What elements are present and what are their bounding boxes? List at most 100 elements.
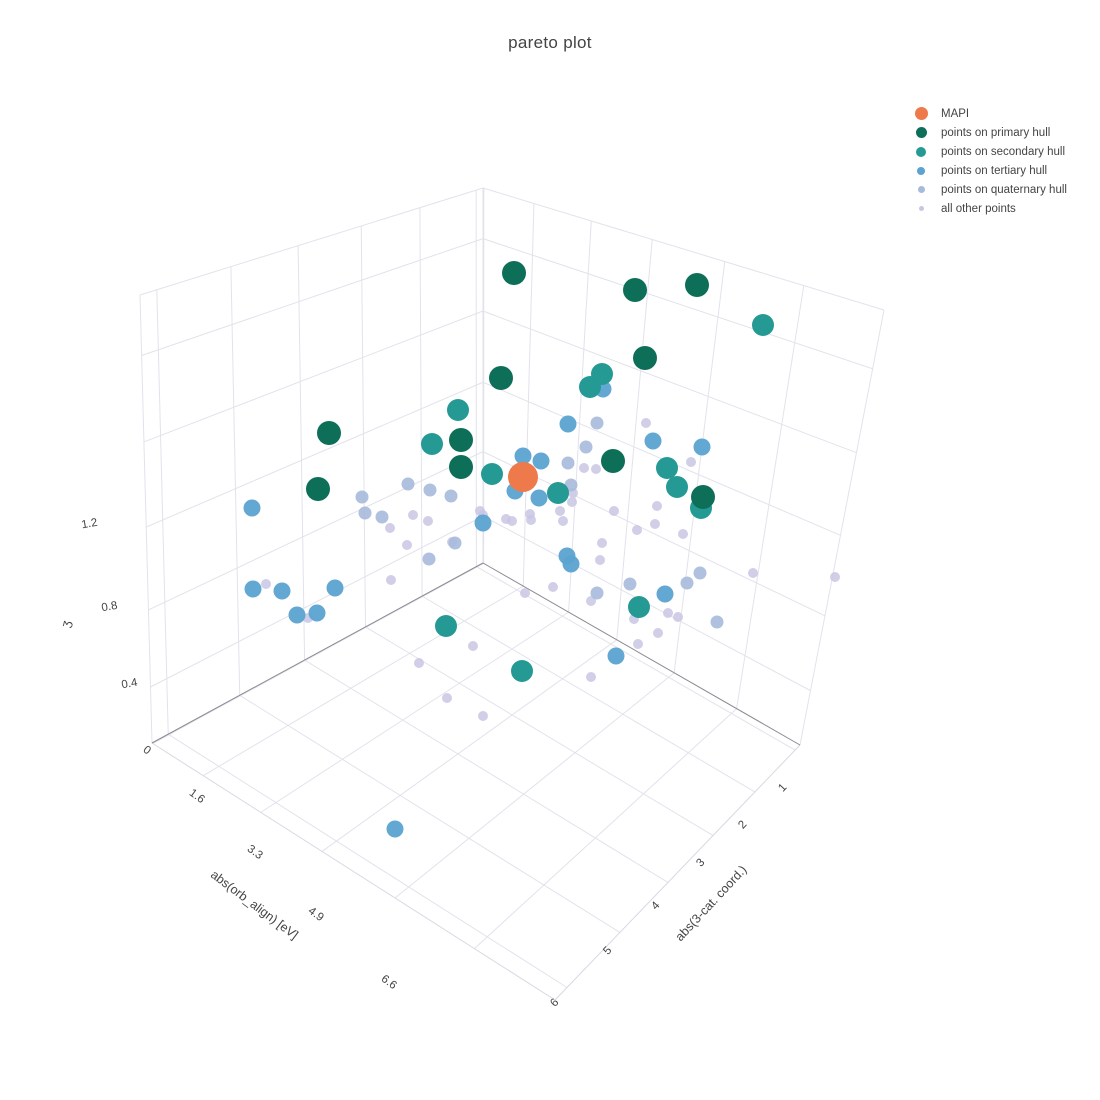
- data-point[interactable]: [601, 449, 625, 473]
- data-point[interactable]: [567, 497, 577, 507]
- legend-item-points-on-tertiary-hull[interactable]: points on tertiary hull: [908, 161, 1067, 180]
- data-point[interactable]: [653, 628, 663, 638]
- data-point[interactable]: [579, 440, 593, 454]
- data-point[interactable]: [520, 588, 530, 598]
- data-point[interactable]: [555, 506, 565, 516]
- data-point[interactable]: [514, 447, 532, 465]
- data-point[interactable]: [633, 346, 657, 370]
- data-point[interactable]: [633, 639, 643, 649]
- data-point[interactable]: [591, 464, 601, 474]
- data-point[interactable]: [548, 582, 558, 592]
- data-point[interactable]: [590, 586, 604, 600]
- data-point[interactable]: [355, 490, 369, 504]
- data-point[interactable]: [273, 582, 291, 600]
- data-point[interactable]: [508, 462, 538, 492]
- data-point[interactable]: [673, 612, 683, 622]
- data-point[interactable]: [579, 463, 589, 473]
- data-point[interactable]: [710, 615, 724, 629]
- data-point[interactable]: [385, 523, 395, 533]
- data-point[interactable]: [421, 433, 443, 455]
- data-point[interactable]: [317, 421, 341, 445]
- data-point[interactable]: [402, 540, 412, 550]
- data-point[interactable]: [559, 415, 577, 433]
- data-point[interactable]: [590, 416, 604, 430]
- data-point[interactable]: [444, 489, 458, 503]
- data-point[interactable]: [449, 428, 473, 452]
- data-point[interactable]: [686, 457, 696, 467]
- data-point[interactable]: [481, 463, 503, 485]
- data-point[interactable]: [442, 693, 452, 703]
- legend-label: points on primary hull: [941, 126, 1051, 139]
- data-point[interactable]: [652, 501, 662, 511]
- data-point[interactable]: [502, 261, 526, 285]
- data-point[interactable]: [748, 568, 758, 578]
- data-point[interactable]: [386, 820, 404, 838]
- data-point[interactable]: [448, 536, 462, 550]
- data-point[interactable]: [586, 596, 596, 606]
- legend-item-points-on-primary-hull[interactable]: points on primary hull: [908, 123, 1067, 142]
- data-point[interactable]: [830, 572, 840, 582]
- data-point[interactable]: [288, 606, 306, 624]
- data-point[interactable]: [243, 499, 261, 517]
- data-point[interactable]: [423, 516, 433, 526]
- x-axis-title: abs(orb_align) [eV]: [208, 867, 301, 942]
- data-point[interactable]: [244, 580, 262, 598]
- data-point[interactable]: [579, 376, 601, 398]
- data-point[interactable]: [693, 438, 711, 456]
- data-point[interactable]: [422, 552, 436, 566]
- data-point[interactable]: [306, 477, 330, 501]
- data-point[interactable]: [693, 566, 707, 580]
- data-point[interactable]: [423, 483, 437, 497]
- data-point[interactable]: [656, 585, 674, 603]
- data-point[interactable]: [628, 596, 650, 618]
- data-point[interactable]: [375, 510, 389, 524]
- data-point[interactable]: [474, 514, 492, 532]
- data-point[interactable]: [261, 579, 271, 589]
- data-point[interactable]: [641, 418, 651, 428]
- data-point[interactable]: [558, 516, 568, 526]
- data-point[interactable]: [623, 278, 647, 302]
- data-point[interactable]: [678, 529, 688, 539]
- data-point[interactable]: [691, 485, 715, 509]
- data-point[interactable]: [386, 575, 396, 585]
- data-point[interactable]: [666, 476, 688, 498]
- data-point[interactable]: [449, 455, 473, 479]
- data-point[interactable]: [607, 647, 625, 665]
- data-point[interactable]: [752, 314, 774, 336]
- data-point[interactable]: [623, 577, 637, 591]
- data-point[interactable]: [562, 555, 580, 573]
- data-point[interactable]: [489, 366, 513, 390]
- data-point[interactable]: [408, 510, 418, 520]
- data-point[interactable]: [650, 519, 660, 529]
- legend-item-mapi[interactable]: MAPI: [908, 104, 1067, 123]
- data-point[interactable]: [526, 515, 536, 525]
- legend-item-points-on-quaternary-hull[interactable]: points on quaternary hull: [908, 180, 1067, 199]
- data-point[interactable]: [644, 432, 662, 450]
- data-point[interactable]: [632, 525, 642, 535]
- data-point[interactable]: [507, 516, 517, 526]
- data-point[interactable]: [586, 672, 596, 682]
- data-point[interactable]: [468, 641, 478, 651]
- data-point[interactable]: [595, 555, 605, 565]
- data-point[interactable]: [414, 658, 424, 668]
- data-point[interactable]: [609, 506, 619, 516]
- data-point[interactable]: [326, 579, 344, 597]
- data-point[interactable]: [511, 660, 533, 682]
- data-point[interactable]: [532, 452, 550, 470]
- data-point[interactable]: [358, 506, 372, 520]
- data-point[interactable]: [308, 604, 326, 622]
- data-point[interactable]: [561, 456, 575, 470]
- data-point[interactable]: [597, 538, 607, 548]
- data-point[interactable]: [530, 489, 548, 507]
- data-point[interactable]: [656, 457, 678, 479]
- data-point[interactable]: [680, 576, 694, 590]
- data-point[interactable]: [435, 615, 457, 637]
- data-point[interactable]: [663, 608, 673, 618]
- data-point[interactable]: [447, 399, 469, 421]
- data-point[interactable]: [547, 482, 569, 504]
- data-point[interactable]: [478, 711, 488, 721]
- legend-item-points-on-secondary-hull[interactable]: points on secondary hull: [908, 142, 1067, 161]
- legend-item-all-other-points[interactable]: all other points: [908, 199, 1067, 218]
- data-point[interactable]: [685, 273, 709, 297]
- data-point[interactable]: [401, 477, 415, 491]
